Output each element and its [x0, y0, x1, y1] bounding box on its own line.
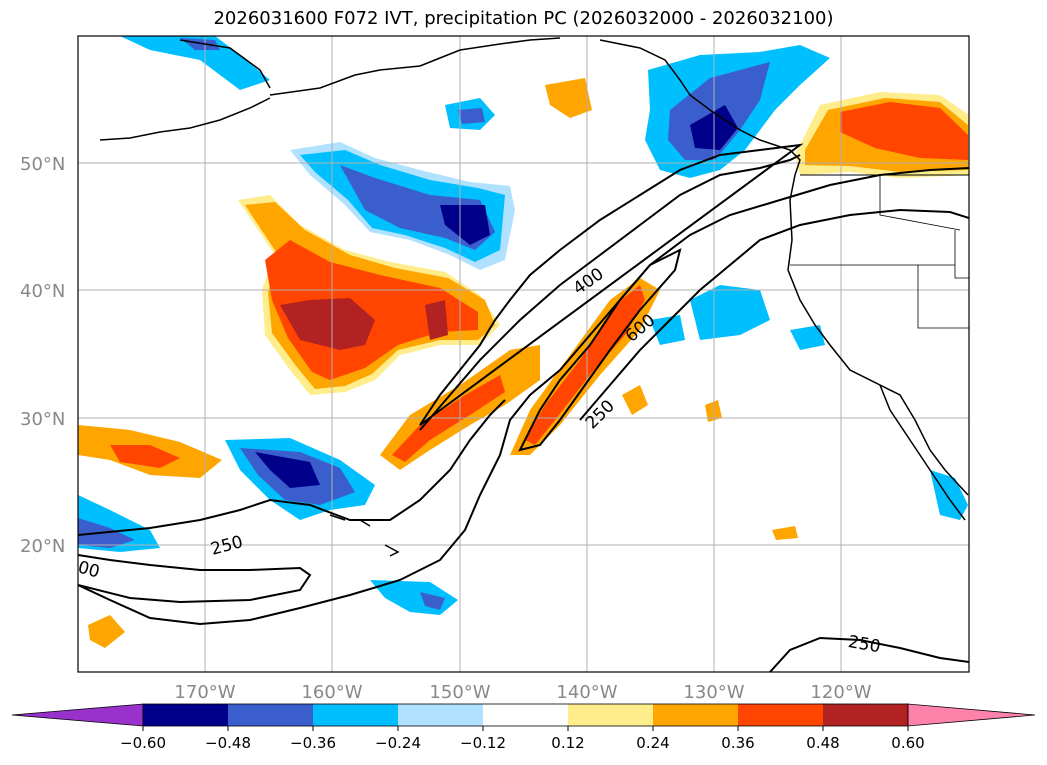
- lat-label-20: 20°N: [20, 536, 65, 557]
- positive-anomaly-east-small: [622, 385, 648, 415]
- positive-anomaly-west-core: [265, 240, 478, 380]
- lon-label-170w: 170°W: [174, 682, 235, 703]
- colorbar-tick-label: 0.60: [891, 734, 924, 752]
- negative-anomaly-baja: [930, 470, 968, 520]
- lon-label-140w: 140°W: [556, 682, 617, 703]
- colorbar-swatch: [738, 704, 823, 726]
- colorbar-swatch: [398, 704, 483, 726]
- lat-label-40: 40°N: [20, 281, 65, 302]
- lat-label-50: 50°N: [20, 154, 65, 175]
- positive-anomaly-west-peak: [280, 298, 375, 350]
- colorbar-tick-label: −0.12: [460, 734, 506, 752]
- colorbar: −0.60 −0.48 −0.36 −0.24 −0.12 0.12 0.24 0.36 0.4…: [11, 703, 1036, 752]
- ivt-contour-250-se: [769, 636, 969, 672]
- map-title: 2026031600 F072 IVT, precipitation PC (2…: [213, 8, 834, 29]
- ivt-contour-250-inner: [78, 554, 312, 604]
- positive-anomaly-east-small3: [772, 526, 798, 540]
- lon-label-150w: 150°W: [429, 682, 490, 703]
- map-border: [77, 35, 970, 673]
- colorbar-swatch: [228, 704, 313, 726]
- positive-anomaly-west-peak2: [425, 300, 448, 340]
- longitude-labels: 170°W 160°W 150°W 140°W 130°W 120°W: [174, 682, 871, 703]
- negative-anomaly-subtropical-peak: [255, 452, 320, 488]
- positive-anomaly-northeast-core: [840, 102, 968, 160]
- ivt-contour-400: [419, 143, 804, 431]
- precip-anomaly-fills: [78, 36, 969, 648]
- positive-anomaly-left-strip-core: [110, 445, 180, 468]
- negative-anomaly-hawaii-core: [420, 592, 445, 610]
- positive-anomaly-jet-east-core: [525, 285, 645, 445]
- positive-anomaly-left-small: [88, 615, 125, 648]
- coast-alaska: [179, 37, 561, 96]
- colorbar-extend-high: [907, 703, 1036, 727]
- colorbar-tick-label: −0.60: [120, 734, 166, 752]
- coast-baja: [879, 384, 966, 521]
- colorbar-tick-label: 0.12: [551, 734, 584, 752]
- ivt-contour-label-250-edge: 00: [76, 558, 102, 583]
- colorbar-swatch: [143, 704, 228, 726]
- colorbar-tick-label: −0.36: [290, 734, 336, 752]
- lon-label-130w: 130°W: [683, 682, 744, 703]
- ivt-contour-250-main: [78, 167, 969, 626]
- lon-label-120w: 120°W: [810, 682, 871, 703]
- colorbar-swatch: [568, 704, 653, 726]
- negative-anomaly-socal: [790, 325, 825, 350]
- lon-label-160w: 160°W: [301, 682, 362, 703]
- colorbar-tick-label: 0.36: [721, 734, 754, 752]
- negative-anomaly-east2: [650, 315, 685, 345]
- negative-anomaly-smallblob-core: [458, 108, 485, 124]
- colorbar-outline: [142, 703, 909, 727]
- colorbar-swatch: [483, 704, 568, 726]
- colorbar-tick-label: 0.24: [636, 734, 669, 752]
- border-states: [790, 175, 969, 329]
- latitude-labels: 50°N 40°N 30°N 20°N: [20, 154, 65, 557]
- colorbar-swatch: [653, 704, 738, 726]
- coast-aleutians: [99, 97, 271, 141]
- coast-westus: [787, 174, 969, 496]
- gridlines: [78, 36, 969, 672]
- colorbar-tick-label: 0.48: [806, 734, 839, 752]
- colorbar-tick-label: −0.48: [205, 734, 251, 752]
- colorbar-swatch: [823, 704, 908, 726]
- colorbar-extend-low: [11, 703, 144, 727]
- negative-anomaly-east: [690, 285, 770, 340]
- positive-anomaly-northwest-blob: [545, 78, 592, 118]
- colorbar-swatch: [313, 704, 398, 726]
- lat-label-30: 30°N: [20, 409, 65, 430]
- ivt-contour-250-south: [78, 208, 969, 536]
- ivt-contours: [78, 143, 969, 672]
- colorbar-tick-label: −0.24: [375, 734, 421, 752]
- negative-anomaly-central-peak: [440, 205, 490, 245]
- ivt-contour-600: [518, 248, 682, 452]
